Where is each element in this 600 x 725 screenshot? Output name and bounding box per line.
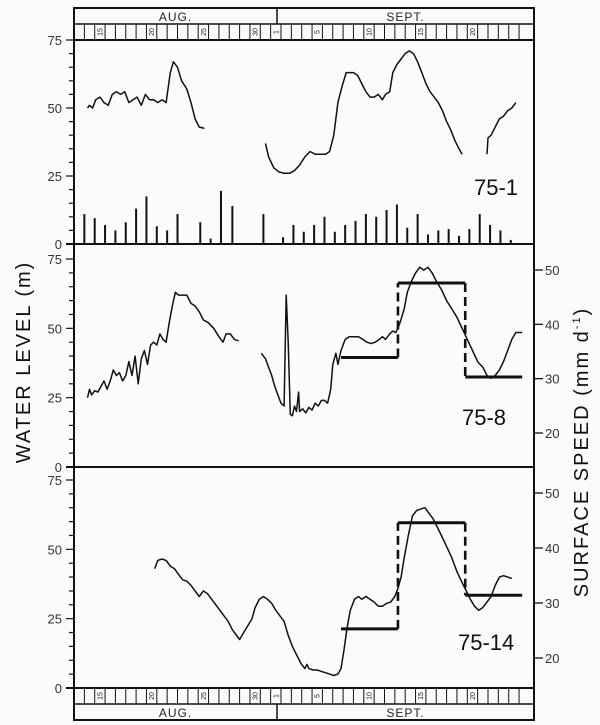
y-tick-label: 75 bbox=[48, 33, 62, 48]
y-tick-label: 0 bbox=[55, 460, 62, 475]
water-level-line bbox=[153, 506, 513, 677]
panel-label: 75-1 bbox=[474, 175, 518, 200]
panel-label: 75-8 bbox=[462, 405, 506, 430]
day-label: 20 bbox=[470, 692, 477, 700]
axes bbox=[73, 8, 535, 720]
water-level-line bbox=[486, 102, 517, 155]
day-label: 10 bbox=[366, 28, 373, 36]
y-tick-label: 25 bbox=[48, 612, 62, 627]
y-tick-label: 50 bbox=[48, 101, 62, 116]
day-label: 15 bbox=[97, 692, 104, 700]
y2-tick-label: 20 bbox=[545, 651, 559, 666]
day-label: 15 bbox=[97, 28, 104, 36]
chart-panels: 0 25 50 75 75-1 0 25 50 75 20 30 40 50 75-8 0 25 50 75 20 3… bbox=[48, 33, 560, 696]
y-tick-label: 75 bbox=[48, 473, 62, 488]
y-tick-label: 0 bbox=[55, 681, 62, 696]
y-tick-label: 50 bbox=[48, 321, 62, 336]
y2-tick-label: 20 bbox=[545, 426, 559, 441]
day-label: 20 bbox=[149, 692, 156, 700]
day-label: 5 bbox=[315, 30, 322, 34]
panel-75-8: 0 25 50 75 20 30 40 50 75-8 bbox=[48, 252, 560, 475]
y2-tick-label: 40 bbox=[545, 541, 559, 556]
y2-tick-label: 40 bbox=[545, 317, 559, 332]
day-label: 5 bbox=[315, 694, 322, 698]
water-level-line bbox=[260, 266, 523, 417]
y-tick-label: 75 bbox=[48, 252, 62, 267]
day-label: 15 bbox=[418, 692, 425, 700]
panel-label: 75-14 bbox=[458, 630, 514, 655]
month-label-sept: SEPT. bbox=[386, 706, 424, 720]
y-tick-label: 25 bbox=[48, 391, 62, 406]
y-tick-label: 0 bbox=[55, 237, 62, 252]
y2-tick-label: 50 bbox=[545, 263, 559, 278]
day-label: 20 bbox=[149, 28, 156, 36]
y2-tick-label: 50 bbox=[545, 486, 559, 501]
day-label: 10 bbox=[366, 692, 373, 700]
day-label: 30 bbox=[253, 692, 260, 700]
month-label-sept: SEPT. bbox=[386, 10, 424, 24]
day-label: 15 bbox=[418, 28, 425, 36]
right-axis-title: SURFACE SPEED (mm d-1) bbox=[571, 307, 593, 598]
day-label: 1 bbox=[273, 30, 280, 34]
day-label: 1 bbox=[273, 694, 280, 698]
day-label: 30 bbox=[253, 28, 260, 36]
y2-tick-label: 30 bbox=[545, 596, 559, 611]
water-level-line bbox=[264, 50, 463, 175]
y-tick-label: 25 bbox=[48, 169, 62, 184]
y-tick-label: 50 bbox=[48, 542, 62, 557]
month-label-aug: AUG. bbox=[159, 10, 192, 24]
water-level-line bbox=[86, 291, 239, 398]
day-label: 25 bbox=[201, 692, 208, 700]
water-level-line bbox=[86, 61, 205, 130]
day-label: 20 bbox=[470, 28, 477, 36]
month-label-aug: AUG. bbox=[159, 706, 192, 720]
y2-tick-label: 30 bbox=[545, 372, 559, 387]
day-label: 25 bbox=[201, 28, 208, 36]
panel-75-14: 0 25 50 75 20 30 40 50 75-14 bbox=[48, 473, 560, 696]
left-axis-title: WATER LEVEL (m) bbox=[13, 261, 35, 464]
panel-75-1: 0 25 50 75 75-1 bbox=[48, 33, 534, 252]
